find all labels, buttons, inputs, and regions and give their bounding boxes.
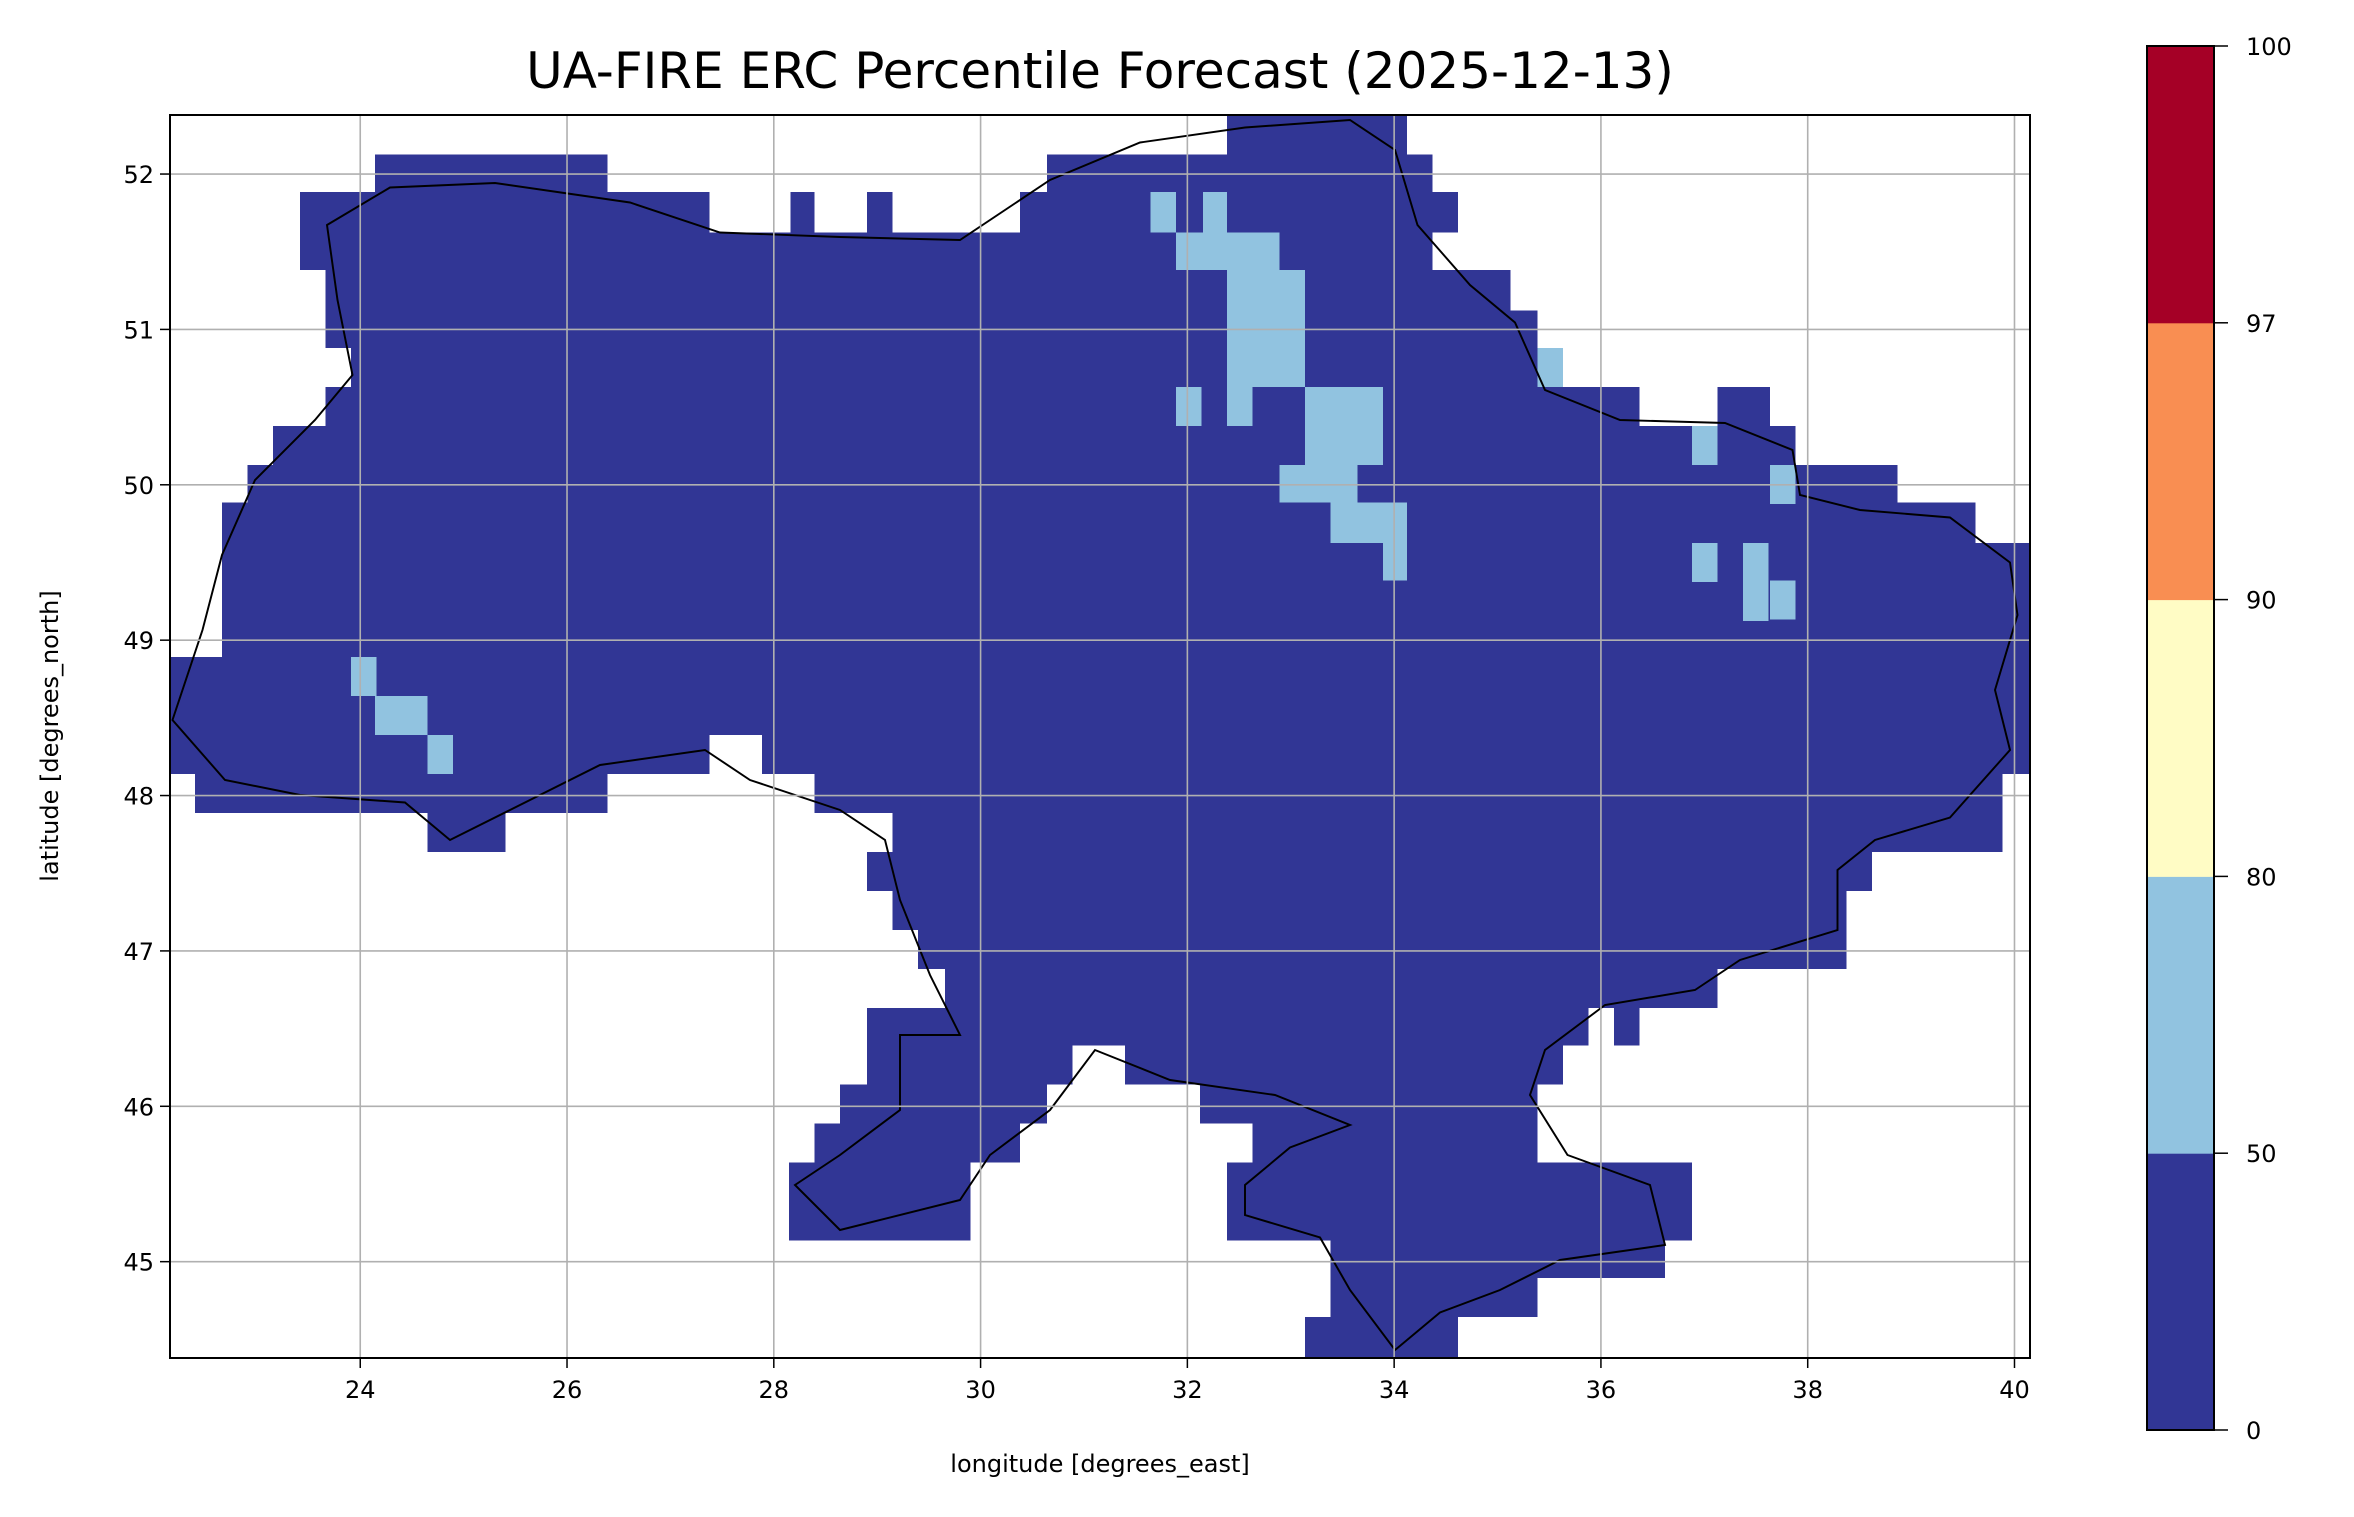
colorbar-bin [2147, 599, 2214, 877]
x-tick-label: 26 [552, 1376, 583, 1404]
colorbar-tick-label: 50 [2246, 1140, 2277, 1168]
axes-frame [169, 114, 2031, 1359]
x-tick-label: 36 [1586, 1376, 1617, 1404]
colorbar-tick-label: 80 [2246, 863, 2277, 891]
x-axis-ticks: 24 26 28 30 32 34 36 38 40 [345, 1358, 2030, 1404]
gridlines [170, 115, 2030, 1358]
y-tick-label: 49 [123, 627, 154, 655]
y-tick-label: 46 [123, 1093, 154, 1121]
grid-cell-50-80 [1330, 502, 1407, 543]
chart-title: UA-FIRE ERC Percentile Forecast (2025-12… [526, 42, 1674, 100]
grid-cell-50-80 [1383, 543, 1407, 581]
colorbar-tick-label: 97 [2246, 310, 2277, 338]
grid-cell-50-80 [351, 657, 377, 696]
y-tick-label: 48 [123, 783, 154, 811]
x-tick-label: 32 [1172, 1376, 1203, 1404]
x-tick-label: 38 [1792, 1376, 1823, 1404]
y-tick-label: 47 [123, 938, 154, 966]
x-tick-label: 30 [965, 1376, 996, 1404]
grid-cell-50-80 [1692, 543, 1718, 582]
grid-cell-50-80 [1279, 270, 1305, 311]
y-axis-ticks: 45 46 47 48 49 50 51 52 [123, 161, 170, 1277]
grid-cell-50-80 [1150, 192, 1176, 233]
colorbar-frame [2146, 45, 2215, 1431]
colorbar-bin [2147, 46, 2214, 324]
colorbar-bin [2147, 1153, 2214, 1431]
colorbar-bin [2147, 876, 2214, 1154]
grid-cell-50-80 [1305, 387, 1383, 465]
data-grid-0-50 [169, 115, 2030, 1358]
grid-cell-50-80 [1770, 580, 1796, 620]
colorbar: 0 50 80 90 97 100 [2146, 33, 2292, 1445]
colorbar-tick-label: 90 [2246, 587, 2277, 615]
grid-cell-50-80 [1279, 465, 1358, 503]
x-tick-label: 24 [345, 1376, 376, 1404]
country-boundary [171, 119, 2019, 1352]
grid-cell-50-80 [1176, 387, 1202, 426]
x-tick-label: 34 [1379, 1376, 1410, 1404]
x-tick-label: 40 [1999, 1376, 2030, 1404]
map-plot-area [169, 114, 2031, 1359]
grid-cell-50-80 [1692, 426, 1718, 465]
y-tick-label: 45 [123, 1249, 154, 1277]
grid-cell-50-80 [375, 696, 428, 735]
colorbar-tick-label: 100 [2246, 33, 2292, 61]
y-tick-label: 52 [123, 161, 154, 189]
grid-cell-50-80 [1227, 387, 1253, 426]
x-tick-label: 28 [759, 1376, 790, 1404]
grid-cell-50-80 [1203, 192, 1227, 233]
y-tick-label: 51 [123, 316, 154, 344]
colorbar-bin [2147, 322, 2214, 601]
colorbar-tick-label: 0 [2246, 1417, 2261, 1445]
grid-cell-50-80 [427, 735, 453, 774]
y-tick-label: 50 [123, 472, 154, 500]
y-axis-label: latitude [degrees_north] [36, 590, 64, 881]
x-axis-label: longitude [degrees_east] [950, 1450, 1249, 1478]
grid-cell-50-80 [1176, 232, 1280, 270]
grid-cell-50-80 [1743, 543, 1769, 621]
